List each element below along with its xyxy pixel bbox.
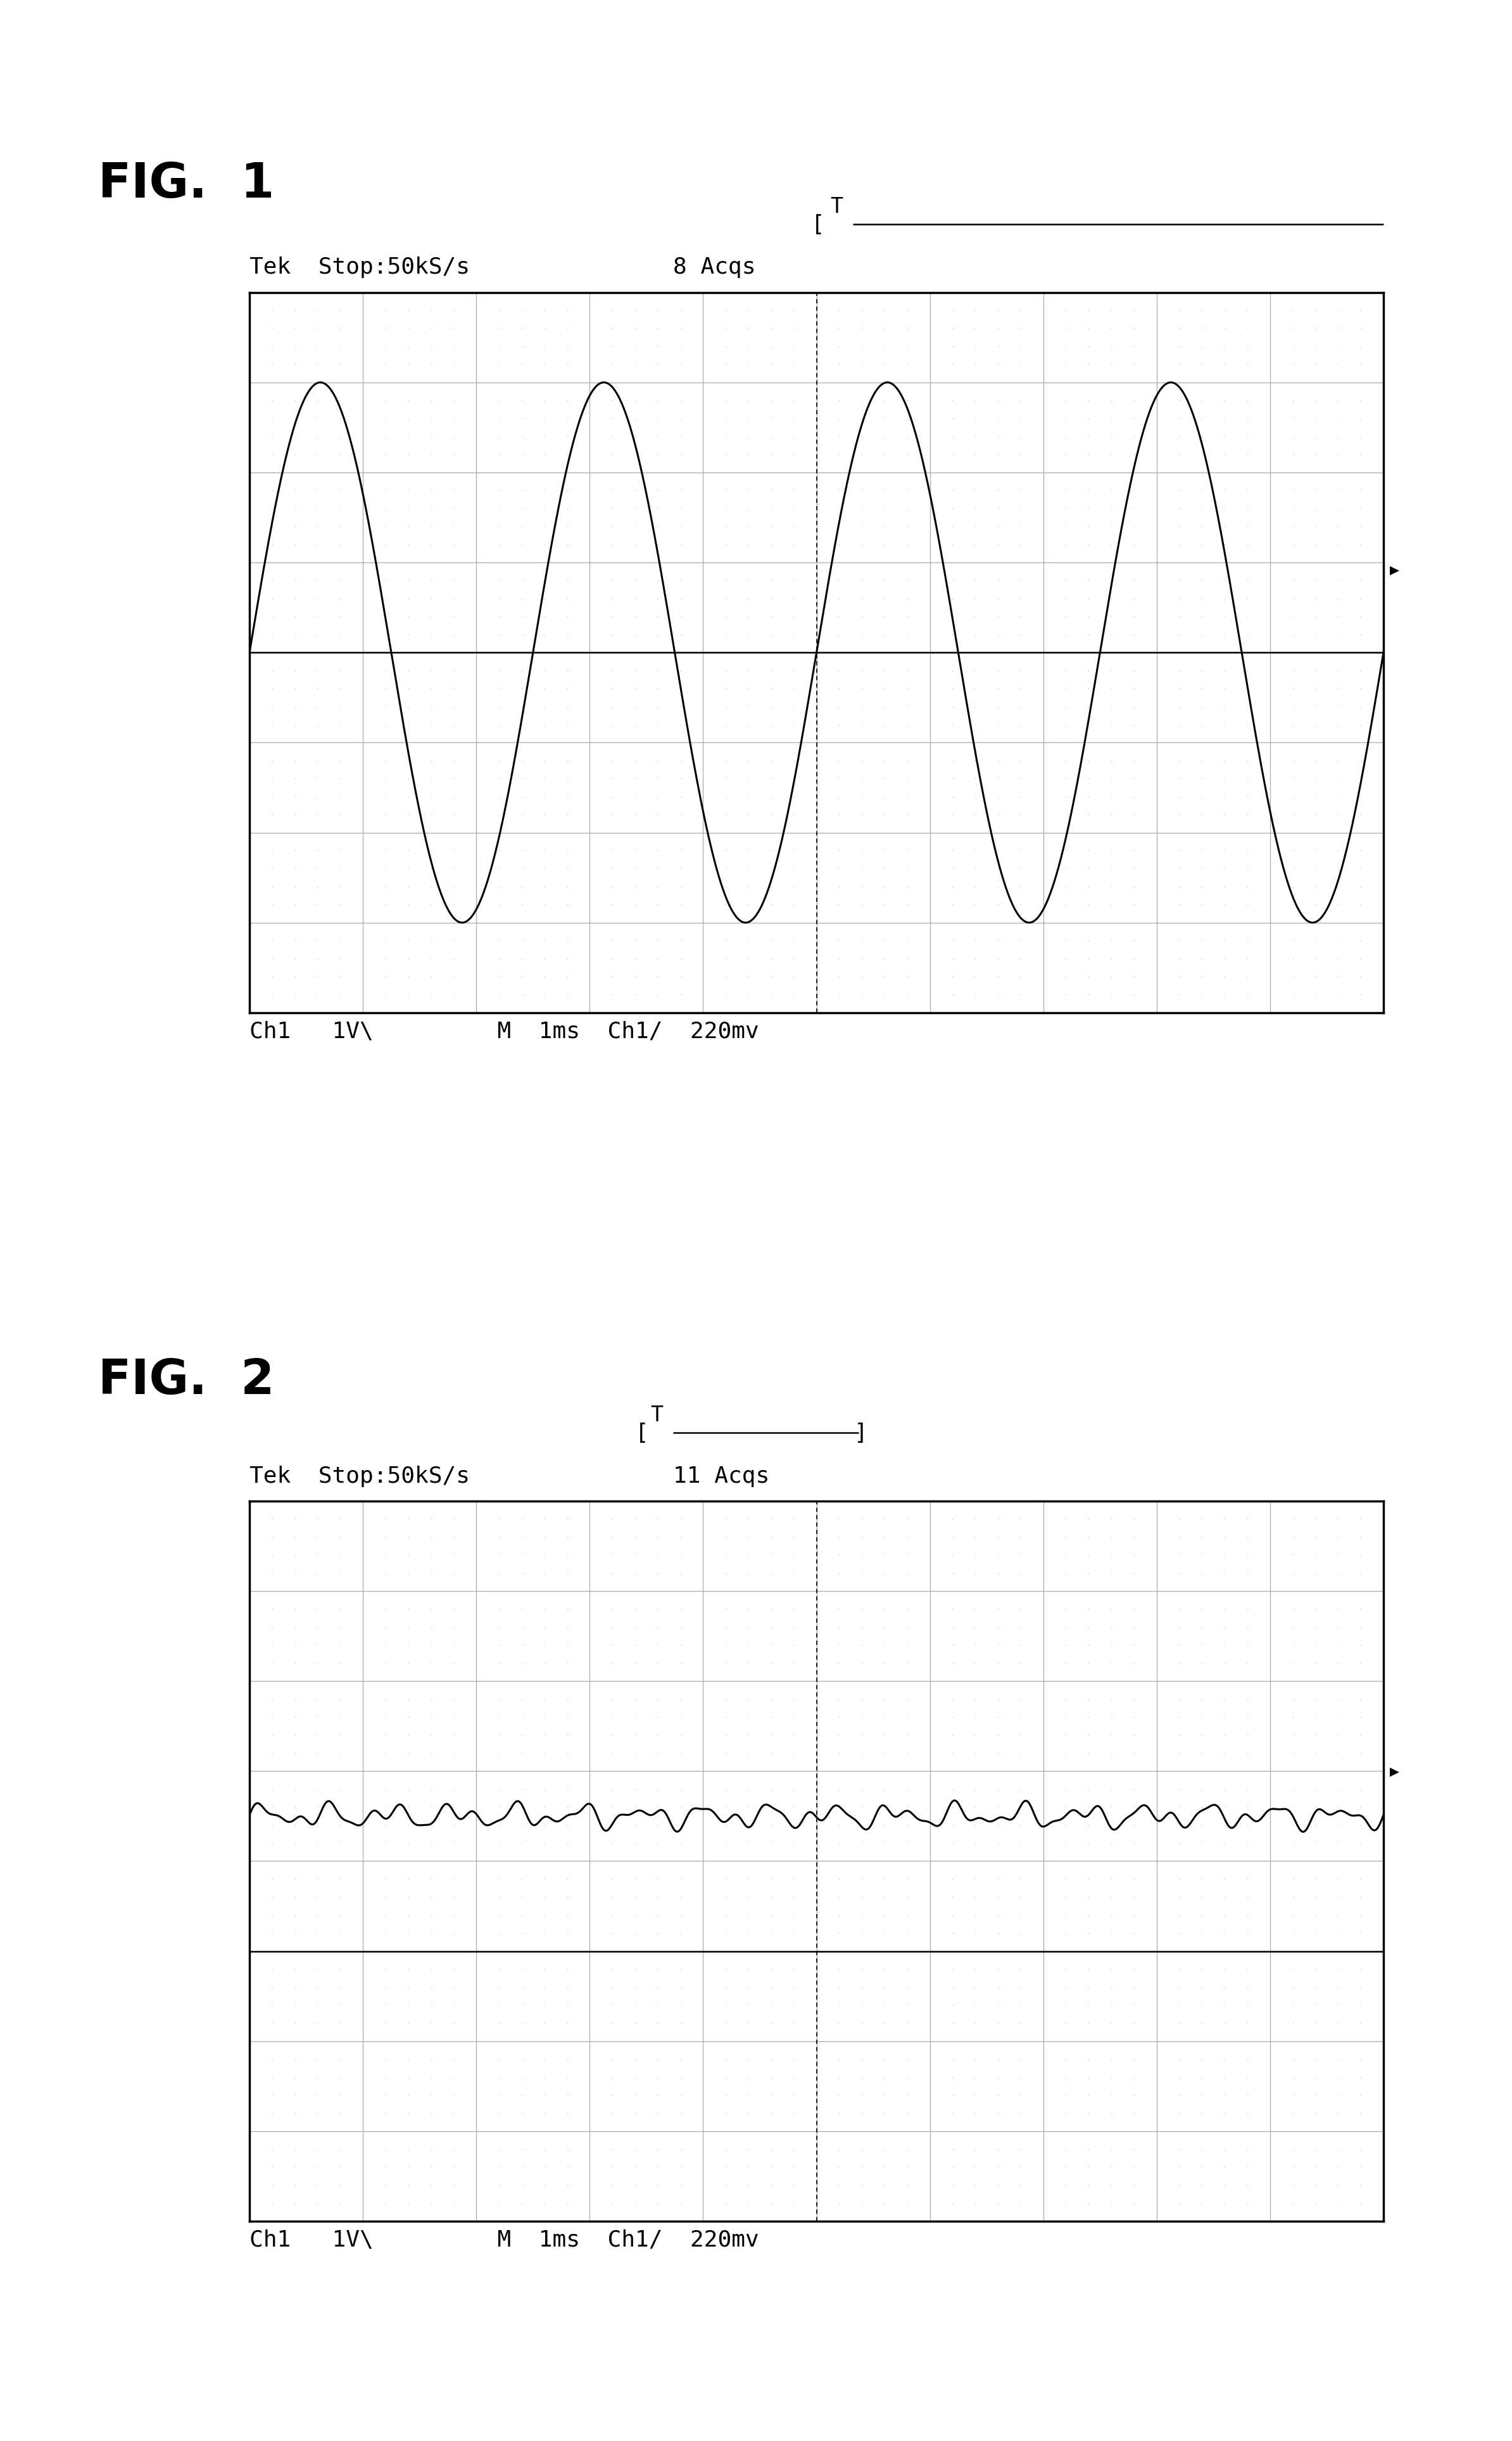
Text: Ch1   1V\         M  1ms  Ch1∕  220mv: Ch1 1V\ M 1ms Ch1∕ 220mv (249, 1020, 759, 1042)
Text: [: [ (810, 215, 824, 234)
Text: T: T (650, 1404, 662, 1426)
Text: Tek  Stop:50kS/s: Tek Stop:50kS/s (249, 256, 470, 278)
Text: FIG.  1: FIG. 1 (98, 161, 275, 207)
Text: T: T (830, 195, 844, 217)
Text: 8 Acqs: 8 Acqs (673, 256, 756, 278)
Text: ]: ] (854, 1423, 868, 1443)
Text: 11 Acqs: 11 Acqs (673, 1465, 770, 1487)
Text: ▶: ▶ (1390, 1765, 1399, 1777)
Text: FIG.  2: FIG. 2 (98, 1357, 275, 1404)
Text: [: [ (635, 1423, 649, 1443)
Text: ▶: ▶ (1390, 564, 1399, 576)
Text: Tek  Stop:50kS/s: Tek Stop:50kS/s (249, 1465, 470, 1487)
Text: Ch1   1V\         M  1ms  Ch1∕  220mv: Ch1 1V\ M 1ms Ch1∕ 220mv (249, 2229, 759, 2251)
